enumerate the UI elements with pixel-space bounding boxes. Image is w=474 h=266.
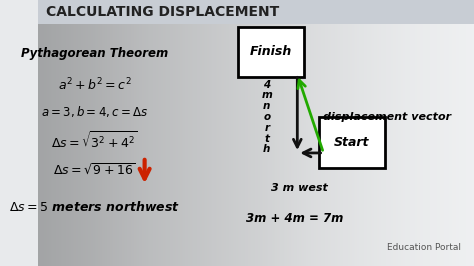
FancyBboxPatch shape [238,27,304,77]
Text: 3 m west: 3 m west [271,182,328,193]
Text: $a^2+ b^2 =c^2$: $a^2+ b^2 =c^2$ [57,77,131,93]
Text: $\Delta s =\sqrt{3^2+ 4^2}$: $\Delta s =\sqrt{3^2+ 4^2}$ [51,130,138,152]
Text: Start: Start [334,136,370,149]
Text: $\Delta s =\sqrt{9 + 16}$: $\Delta s =\sqrt{9 + 16}$ [53,163,136,178]
Text: CALCULATING DISPLACEMENT: CALCULATING DISPLACEMENT [46,5,280,19]
FancyBboxPatch shape [319,117,384,168]
Text: Education Portal: Education Portal [387,243,461,252]
Text: $a = 3, b = 4, c=\Delta s$: $a = 3, b = 4, c=\Delta s$ [41,104,148,119]
Text: 4
m
n
o
r
t
h: 4 m n o r t h [261,80,272,155]
Text: Pythagorean Theorem: Pythagorean Theorem [21,47,168,60]
Text: 3m + 4m = 7m: 3m + 4m = 7m [246,212,344,225]
Text: $\Delta s = 5$ meters northwest: $\Delta s = 5$ meters northwest [9,201,180,214]
FancyBboxPatch shape [38,0,474,24]
Text: Finish: Finish [250,45,292,58]
Text: displacement vector: displacement vector [323,112,451,122]
